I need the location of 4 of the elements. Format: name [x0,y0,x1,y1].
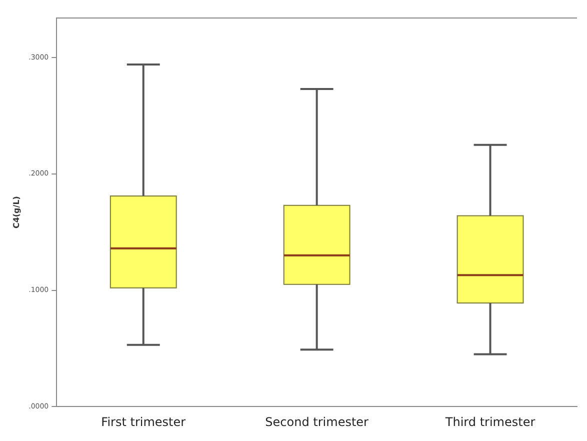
x-tick-label: Second trimester [265,414,369,429]
y-axis-title: C4(g/L) [12,196,21,229]
x-tick-label: Third trimester [444,414,536,429]
x-tick-label: First trimester [101,414,186,429]
